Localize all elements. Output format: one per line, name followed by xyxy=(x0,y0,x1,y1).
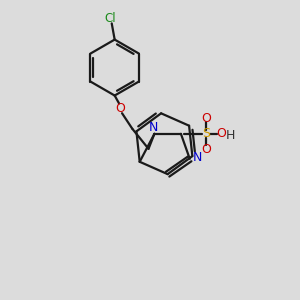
Text: S: S xyxy=(202,127,210,140)
Text: O: O xyxy=(116,102,125,115)
Text: O: O xyxy=(216,127,226,140)
Text: O: O xyxy=(201,142,211,156)
Text: O: O xyxy=(201,112,211,125)
Text: N: N xyxy=(148,121,158,134)
Text: N: N xyxy=(192,151,202,164)
Text: Cl: Cl xyxy=(104,12,116,25)
Text: H: H xyxy=(226,129,236,142)
